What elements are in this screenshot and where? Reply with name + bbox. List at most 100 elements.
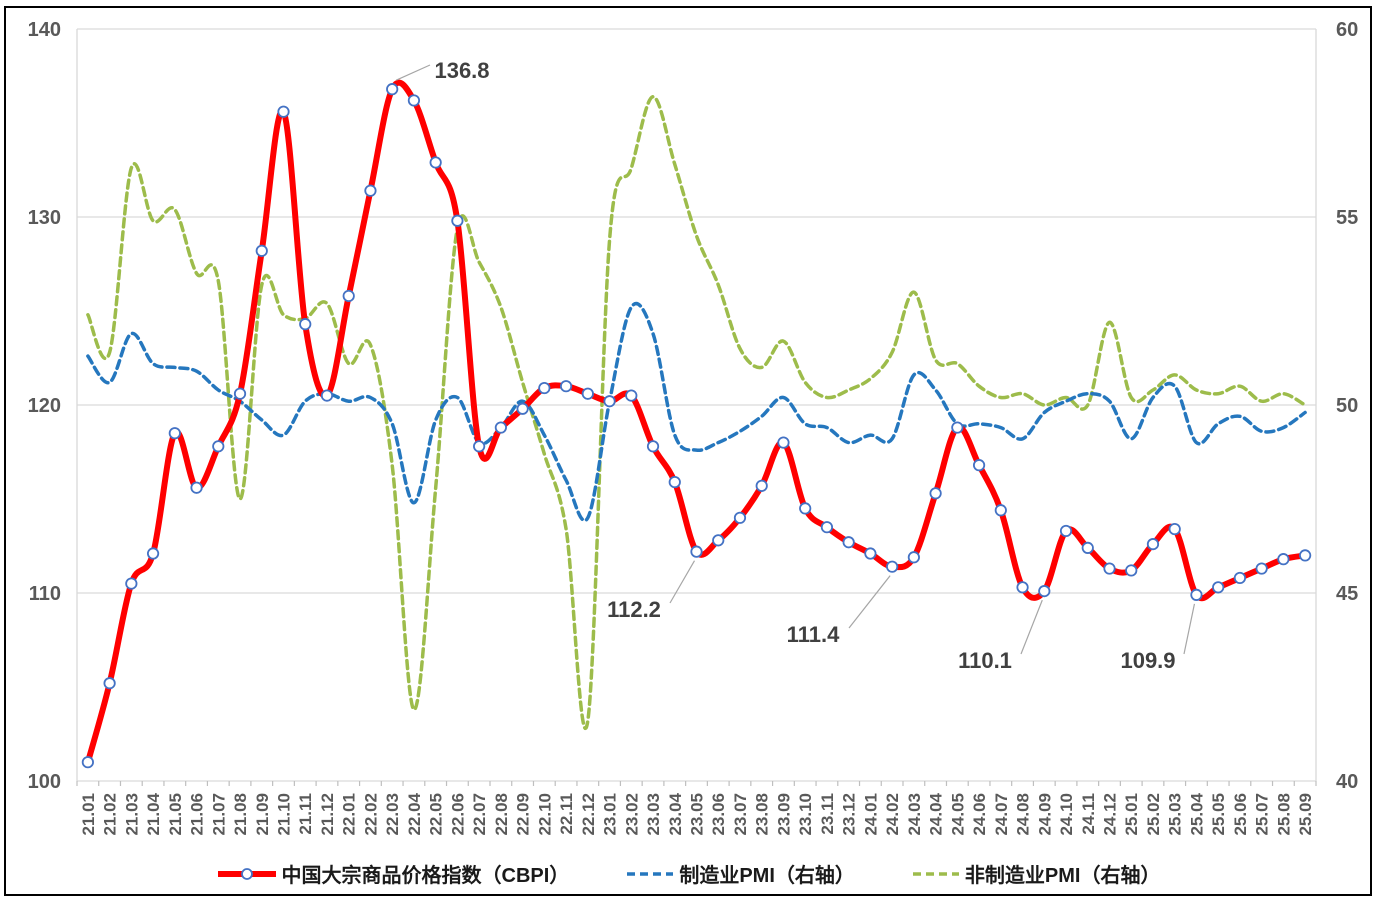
data-point-marker: [733, 511, 747, 524]
x-axis-tick-label: 21.11: [296, 793, 315, 835]
x-axis-tick-label: 21.09: [253, 793, 272, 836]
data-point-marker: [342, 289, 355, 303]
x-axis-tick-label: 22.05: [427, 793, 446, 836]
x-axis-tick-label: 23.08: [753, 793, 772, 836]
x-axis-tick-label: 24.05: [948, 793, 967, 836]
chart-legend: 中国大宗商品价格指数（CBPI） 制造业PMI（右轴） 非制造业PMI（右轴）: [0, 859, 1376, 888]
x-axis-tick-label: 24.02: [883, 793, 902, 836]
data-point-marker: [233, 387, 247, 400]
x-axis-tick-label: 21.10: [275, 793, 294, 836]
x-axis-tick-label: 23.03: [644, 793, 663, 836]
x-axis-tick-label: 24.09: [1035, 793, 1054, 836]
right-axis-tick-label: 40: [1336, 771, 1358, 793]
data-point-marker: [1103, 562, 1116, 575]
x-axis-tick-label: 22.08: [492, 793, 511, 836]
data-point-marker: [320, 389, 334, 402]
x-axis-tick-label: 25.03: [1166, 793, 1185, 836]
annotation-label: 109.9: [1120, 648, 1175, 673]
nonmfg-pmi-line: [86, 94, 1307, 731]
left-axis-tick-label: 100: [28, 771, 61, 793]
data-point-marker: [364, 184, 377, 197]
x-axis-tick-label: 24.03: [905, 793, 924, 836]
right-axis-tick-label: 45: [1336, 583, 1358, 605]
data-point-marker: [1212, 581, 1225, 594]
data-point-marker: [951, 421, 964, 434]
data-point-marker: [1081, 541, 1094, 554]
data-point-marker: [125, 577, 138, 590]
data-point-marker: [1255, 562, 1268, 575]
x-axis-tick-label: 23.01: [601, 793, 620, 836]
x-axis-tick-label: 21.05: [166, 793, 185, 836]
annotation-label: 111.4: [787, 622, 840, 647]
right-axis-tick-label: 60: [1336, 19, 1358, 41]
data-point-marker: [190, 481, 203, 494]
data-point-marker: [386, 83, 399, 96]
legend-item-nonmfg-pmi: 非制造业PMI（右轴）: [911, 859, 1160, 888]
x-axis-tick-label: 22.02: [361, 793, 380, 836]
x-axis-tick-label: 24.11: [1079, 793, 1098, 835]
data-point-marker: [212, 440, 225, 453]
x-axis-tick-label: 21.12: [318, 793, 337, 836]
data-point-marker: [1190, 588, 1203, 601]
left-axis-tick-label: 130: [28, 207, 61, 229]
data-point-marker: [1146, 538, 1160, 551]
data-point-marker: [1233, 571, 1247, 585]
x-axis-tick-label: 25.02: [1144, 793, 1163, 836]
x-axis-tick-label: 23.10: [796, 793, 815, 836]
data-point-marker: [473, 440, 486, 453]
data-point-marker: [1016, 581, 1029, 594]
data-point-marker: [646, 440, 660, 453]
x-axis-tick-label: 22.11: [557, 793, 576, 835]
data-point-marker: [603, 395, 616, 408]
data-point-marker: [581, 387, 594, 400]
data-point-marker: [494, 421, 507, 434]
legend-item-mfg-pmi: 制造业PMI（右轴）: [625, 859, 855, 888]
data-point-marker: [625, 389, 638, 402]
x-axis-tick-label: 21.06: [188, 793, 207, 836]
x-axis-tick-label: 22.10: [535, 793, 554, 836]
data-point-marker: [429, 156, 442, 169]
x-axis-tick-label: 25.07: [1253, 793, 1272, 836]
x-axis-tick-label: 23.12: [840, 793, 859, 836]
legend-label-mfg-pmi: 制造业PMI（右轴）: [679, 865, 855, 887]
data-point-marker: [690, 545, 703, 558]
data-point-marker: [277, 105, 290, 118]
data-point-marker: [1168, 522, 1181, 536]
data-point-marker: [407, 94, 421, 107]
annotation-leader-line: [1183, 603, 1196, 655]
annotation-leader-line: [669, 560, 696, 604]
left-axis-tick-label: 140: [28, 19, 61, 41]
data-point-marker: [299, 318, 312, 331]
data-point-marker: [146, 547, 160, 560]
data-point-marker: [103, 677, 116, 690]
data-point-marker: [929, 487, 942, 500]
data-point-marker: [972, 459, 986, 472]
data-point-marker: [820, 521, 834, 534]
data-point-marker: [255, 244, 268, 257]
x-axis-tick-label: 25.06: [1231, 793, 1250, 836]
annotation-leader-line: [1020, 599, 1043, 655]
x-axis-tick-label: 22.01: [340, 793, 359, 836]
x-axis-tick-label: 23.02: [622, 793, 641, 836]
x-axis-tick-label: 23.04: [666, 792, 685, 835]
data-point-marker: [864, 547, 877, 560]
annotation-label: 112.2: [607, 597, 661, 622]
data-point-marker: [559, 380, 573, 393]
data-point-marker: [538, 381, 551, 395]
x-axis-tick-label: 23.07: [731, 793, 750, 836]
x-axis-tick-label: 21.08: [231, 793, 250, 836]
data-point-marker: [886, 560, 899, 573]
x-axis-tick-label: 23.09: [774, 793, 793, 836]
x-axis-tick-label: 21.04: [144, 792, 163, 835]
x-axis-tick-label: 24.04: [927, 792, 946, 835]
data-point-marker: [842, 536, 855, 549]
left-axis-tick-label: 110: [29, 583, 61, 605]
data-point-marker: [1277, 553, 1290, 566]
x-axis-tick-label: 25.05: [1209, 793, 1228, 836]
data-point-marker: [1059, 524, 1073, 538]
x-axis-tick-label: 22.03: [383, 793, 402, 836]
x-axis-tick-label: 21.07: [209, 793, 228, 836]
data-point-marker: [755, 479, 768, 492]
x-axis-tick-label: 25.09: [1296, 793, 1315, 836]
